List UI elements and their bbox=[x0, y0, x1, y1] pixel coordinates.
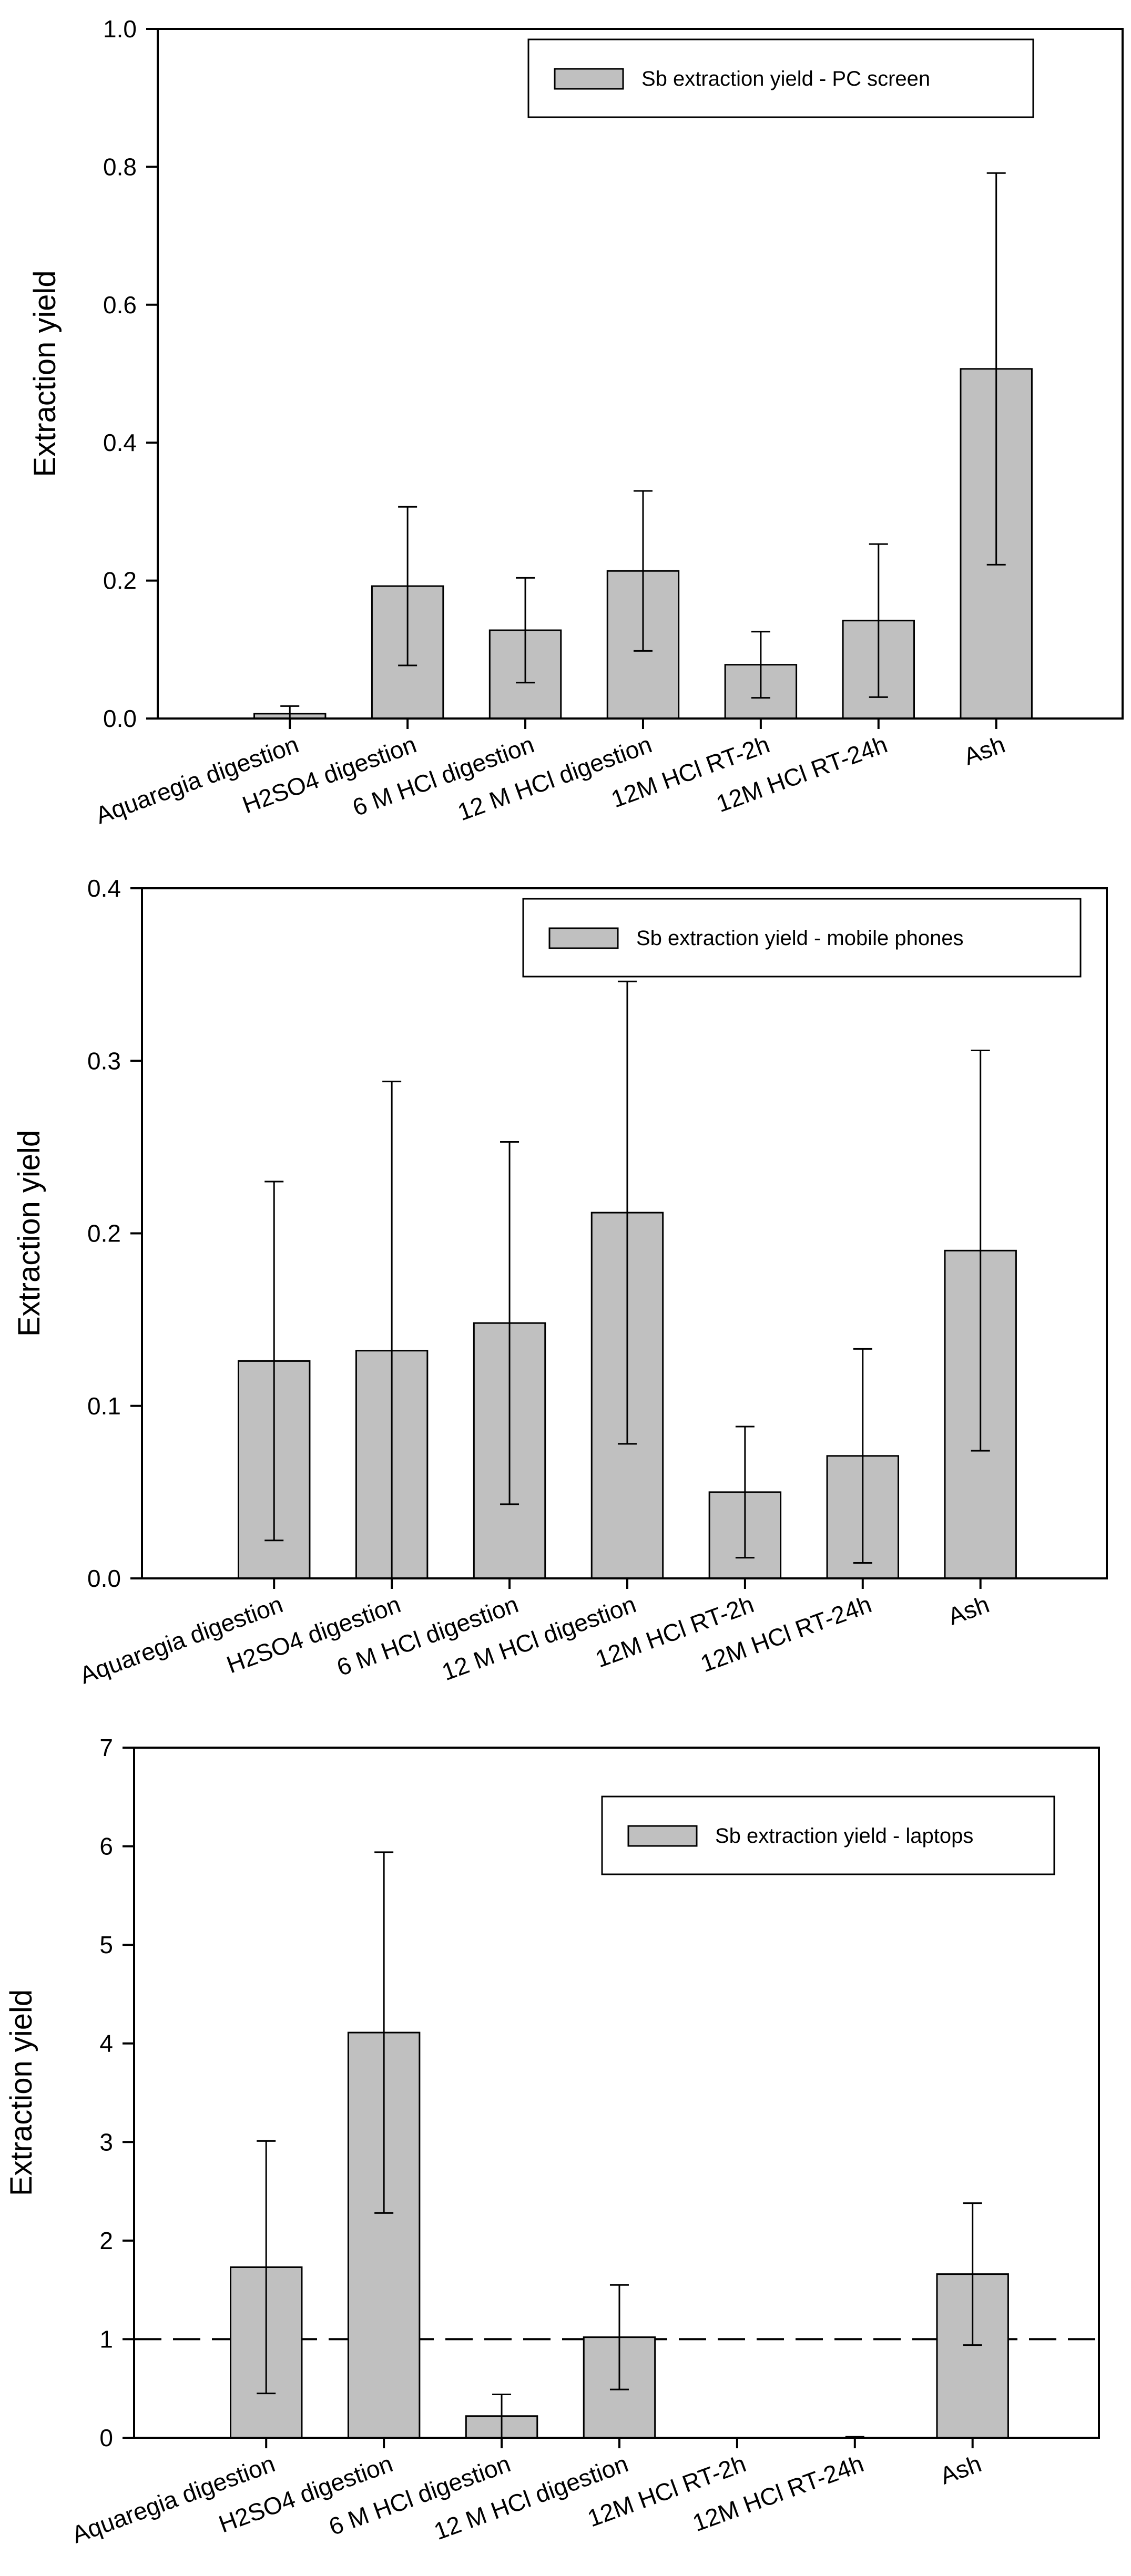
y-tick-label-4: 0.4 bbox=[87, 875, 121, 902]
y-tick-label-2: 0.2 bbox=[87, 1220, 121, 1247]
plot-frame bbox=[133, 1747, 1100, 2439]
y-tick-label-3: 0.6 bbox=[103, 291, 137, 319]
y-tick-label-0: 0 bbox=[99, 2424, 113, 2451]
y-tick-label-7: 7 bbox=[99, 1734, 113, 1761]
legend-label: Sb extraction yield - laptops bbox=[715, 1824, 973, 1848]
y-tick-label-1: 0.1 bbox=[87, 1392, 121, 1420]
y-tick-label-5: 5 bbox=[99, 1931, 113, 1958]
y-axis-title: Extraction yield bbox=[12, 1130, 46, 1337]
y-tick-label-1: 1 bbox=[99, 2325, 113, 2353]
legend: Sb extraction yield - mobile phones bbox=[522, 898, 1082, 978]
legend-swatch bbox=[627, 1825, 698, 1847]
y-tick-label-3: 0.3 bbox=[87, 1047, 121, 1074]
legend: Sb extraction yield - PC screen bbox=[527, 38, 1034, 118]
y-tick-label-4: 0.8 bbox=[103, 153, 137, 180]
y-tick-label-4: 4 bbox=[99, 2030, 113, 2057]
y-tick-label-5: 1.0 bbox=[103, 15, 137, 43]
y-tick-label-0: 0.0 bbox=[103, 705, 137, 732]
y-tick-label-3: 3 bbox=[99, 2128, 113, 2156]
plot-frame bbox=[157, 28, 1124, 720]
y-tick-label-1: 0.2 bbox=[103, 567, 137, 594]
legend-swatch bbox=[548, 927, 619, 949]
y-axis-title: Extraction yield bbox=[28, 270, 62, 477]
legend-label: Sb extraction yield - mobile phones bbox=[636, 927, 964, 950]
y-tick-label-6: 6 bbox=[99, 1833, 113, 1860]
legend: Sb extraction yield - laptops bbox=[601, 1795, 1055, 1875]
legend-label: Sb extraction yield - PC screen bbox=[641, 67, 930, 90]
y-tick-label-2: 0.4 bbox=[103, 429, 137, 456]
y-tick-label-0: 0.0 bbox=[87, 1565, 121, 1592]
legend-swatch bbox=[554, 68, 624, 90]
y-axis-title: Extraction yield bbox=[4, 1989, 38, 2196]
y-tick-label-2: 2 bbox=[99, 2227, 113, 2254]
